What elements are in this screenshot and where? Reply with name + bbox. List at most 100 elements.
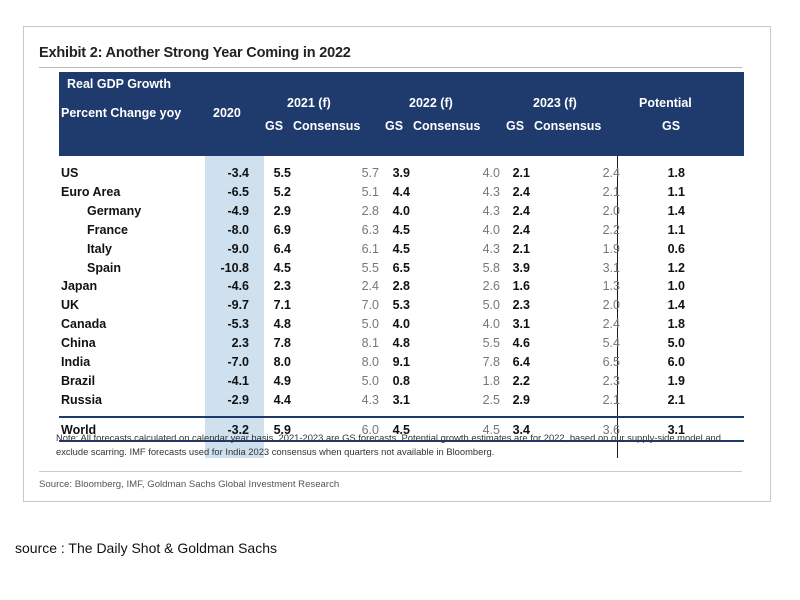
table-row: World -3.2 5.9 6.0 4.5 4.5 3.4 3.6 3.1 — [59, 421, 744, 440]
cell-cons2021: 2.4 — [361, 279, 379, 294]
cell-potential: 1.1 — [667, 222, 685, 237]
cell-cons2022: 4.3 — [482, 184, 500, 199]
cell-y2020: -4.1 — [227, 373, 249, 388]
cell-gs2021: 4.8 — [273, 317, 291, 332]
cell-gs2022: 5.3 — [392, 298, 410, 313]
table-row: Spain -10.8 4.5 5.5 6.5 5.8 3.9 3.1 1.2 — [59, 259, 744, 278]
cell-cons2023: 2.2 — [602, 222, 620, 237]
cell-gs2021: 2.9 — [273, 203, 291, 218]
cell-y2020: -3.4 — [227, 166, 249, 180]
cell-gs2021: 2.3 — [273, 279, 291, 294]
cell-y2020: -8.0 — [227, 222, 249, 237]
cell-gs2021: 4.5 — [273, 260, 291, 275]
cell-gs2021: 6.4 — [273, 241, 291, 256]
cell-cons2021: 5.1 — [361, 184, 379, 199]
table-row: Germany -4.9 2.9 2.8 4.0 4.3 2.4 2.0 1.4 — [59, 202, 744, 221]
cell-potential: 1.4 — [667, 298, 685, 313]
country-name: Canada — [61, 317, 107, 332]
cell-gs2023: 1.6 — [512, 279, 530, 294]
cell-potential: 1.8 — [667, 166, 685, 180]
cell-gs2023: 3.4 — [512, 423, 530, 437]
cell-gs2022: 3.1 — [392, 392, 410, 407]
country-name: Brazil — [61, 373, 96, 388]
cell-gs2022: 4.0 — [392, 203, 410, 218]
header-potential-gs: GS — [662, 119, 681, 133]
cell-y2020: -4.9 — [227, 203, 249, 218]
header-consensus-2023: Consensus — [534, 119, 602, 133]
table-header: Real GDP Growth Percent Change yoy 2020 … — [59, 72, 744, 156]
cell-cons2022: 5.8 — [482, 260, 500, 275]
exhibit-frame: Exhibit 2: Another Strong Year Coming in… — [23, 26, 771, 502]
cell-potential: 1.2 — [667, 260, 685, 275]
cell-y2020: -5.3 — [227, 317, 249, 332]
cell-y2020: -2.9 — [227, 392, 249, 407]
cell-cons2021: 2.8 — [361, 203, 379, 218]
gdp-table: Real GDP Growth Percent Change yoy 2020 … — [59, 72, 744, 458]
cell-gs2022: 4.5 — [392, 241, 410, 256]
table-note: Note: All forecasts calculated on calend… — [56, 432, 721, 457]
cell-gs2023: 6.4 — [512, 355, 530, 369]
cell-cons2022: 4.5 — [482, 423, 500, 437]
cell-potential: 1.1 — [667, 184, 685, 199]
cell-cons2021: 6.0 — [361, 423, 379, 437]
cell-gs2021: 8.0 — [273, 355, 291, 369]
source-rule — [39, 471, 742, 472]
cell-cons2023: 6.5 — [602, 355, 620, 369]
cell-cons2022: 2.5 — [482, 392, 500, 407]
cell-y2020: 2.3 — [231, 336, 249, 351]
cell-y2020: -7.0 — [227, 355, 249, 369]
country-name: China — [61, 336, 96, 351]
cell-cons2023: 2.0 — [602, 203, 620, 218]
country-name: Spain — [87, 260, 122, 275]
country-name: UK — [61, 298, 80, 313]
cell-gs2021: 5.2 — [273, 184, 291, 199]
world-separator-bottom — [59, 440, 744, 442]
cell-cons2023: 2.4 — [602, 166, 620, 180]
cell-cons2022: 5.5 — [482, 336, 500, 351]
table-row: Brazil -4.1 4.9 5.0 0.8 1.8 2.2 2.3 1.9 — [59, 372, 744, 391]
cell-gs2022: 6.5 — [392, 260, 410, 275]
header-gs-2021: GS — [265, 119, 284, 133]
cell-gs2022: 3.9 — [392, 166, 410, 180]
potential-divider — [617, 156, 618, 458]
header-potential: Potential — [639, 96, 692, 110]
table-row: US -3.4 5.5 5.7 3.9 4.0 2.1 2.4 1.8 — [59, 164, 744, 183]
country-name: Germany — [87, 203, 142, 218]
cell-cons2022: 2.6 — [482, 279, 500, 294]
table-row: China 2.3 7.8 8.1 4.8 5.5 4.6 5.4 5.0 — [59, 334, 744, 353]
cell-gs2023: 2.4 — [512, 222, 530, 237]
country-name: US — [61, 166, 79, 180]
cell-cons2021: 5.0 — [361, 373, 379, 388]
table-row: India -7.0 8.0 8.0 9.1 7.8 6.4 6.5 6.0 — [59, 353, 744, 372]
cell-y2020: -4.6 — [227, 279, 249, 294]
header-2022: 2022 (f) — [409, 96, 453, 110]
cell-gs2021: 6.9 — [273, 222, 291, 237]
cell-gs2022: 4.5 — [392, 222, 410, 237]
cell-cons2023: 5.4 — [602, 336, 620, 351]
cell-gs2021: 4.9 — [273, 373, 291, 388]
cell-cons2021: 5.0 — [361, 317, 379, 332]
cell-gs2023: 2.4 — [512, 184, 530, 199]
cell-cons2021: 7.0 — [361, 298, 379, 313]
header-2023: 2023 (f) — [533, 96, 577, 110]
table-row: Japan -4.6 2.3 2.4 2.8 2.6 1.6 1.3 1.0 — [59, 277, 744, 296]
cell-gs2021: 5.9 — [273, 423, 291, 437]
table-row: Canada -5.3 4.8 5.0 4.0 4.0 3.1 2.4 1.8 — [59, 315, 744, 334]
cell-cons2022: 5.0 — [482, 298, 500, 313]
cell-cons2022: 7.8 — [482, 355, 500, 369]
table-row: Russia -2.9 4.4 4.3 3.1 2.5 2.9 2.1 2.1 — [59, 391, 744, 410]
cell-potential: 5.0 — [667, 336, 685, 351]
country-name: Euro Area — [61, 184, 121, 199]
cell-gs2022: 9.1 — [392, 355, 410, 369]
cell-cons2023: 1.9 — [602, 241, 620, 256]
cell-gs2022: 4.5 — [392, 423, 410, 437]
header-2021: 2021 (f) — [287, 96, 331, 110]
cell-y2020: -10.8 — [220, 260, 250, 275]
country-name: France — [87, 222, 128, 237]
cell-cons2021: 6.1 — [361, 241, 379, 256]
cell-cons2023: 3.1 — [602, 260, 620, 275]
cell-cons2022: 4.0 — [482, 317, 500, 332]
cell-gs2023: 2.1 — [512, 241, 530, 256]
col-2020-shading — [205, 156, 264, 458]
header-2020: 2020 — [213, 106, 241, 120]
